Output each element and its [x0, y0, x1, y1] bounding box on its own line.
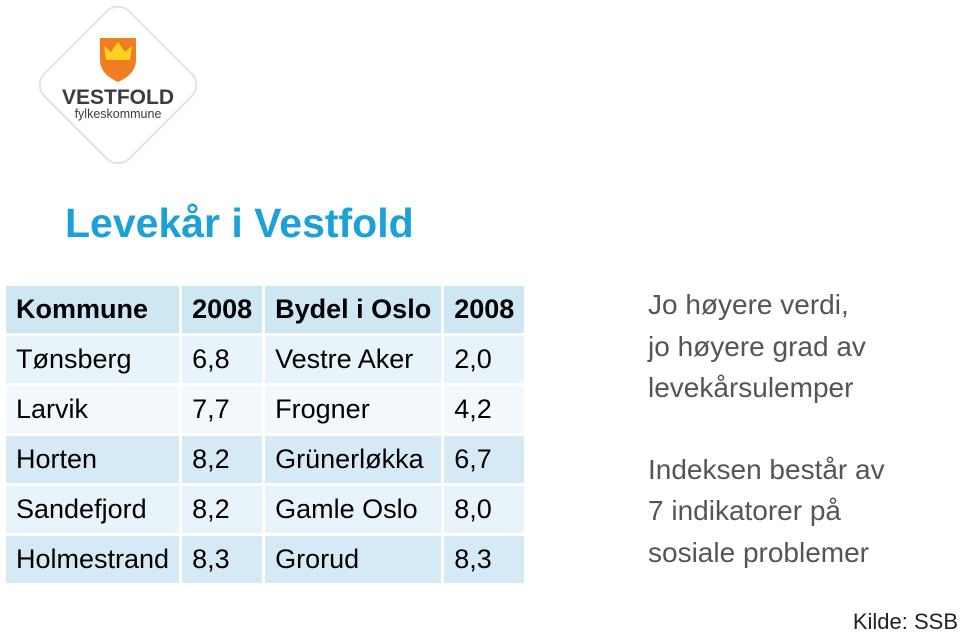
- notes: Jo høyere verdi, jo høyere grad av levekår…: [648, 284, 885, 613]
- note-line: levekårsulemper: [648, 372, 854, 403]
- table-cell: 8,2: [182, 436, 263, 483]
- table-cell: Horten: [6, 436, 180, 483]
- note-line: sosiale problemer: [648, 536, 869, 568]
- logo: VESTFOLD fylkeskommune: [38, 5, 198, 165]
- note-line: jo høyere grad av: [648, 330, 866, 362]
- slide-title: Levekår i Vestfold: [65, 200, 414, 246]
- table-cell: 8,3: [182, 536, 263, 583]
- header-cell: 2008: [182, 286, 263, 333]
- table-cell: Sandefjord: [6, 486, 180, 533]
- table-row: Sandefjord 8,2 Gamle Oslo 8,0: [6, 486, 525, 533]
- note-line: 7 indikatorer på: [648, 495, 842, 526]
- table-row: Holmestrand 8,3 Grorud 8,3: [6, 536, 525, 583]
- header-cell: 2008: [444, 286, 525, 333]
- table-cell: Frogner: [265, 386, 442, 433]
- table-cell: Gamle Oslo: [265, 486, 442, 533]
- table-cell: 8,3: [444, 536, 525, 583]
- table-cell: 8,2: [182, 486, 263, 533]
- logo-frame: [38, 5, 198, 165]
- note: Indeksen består av 7 indikatorer på sosial…: [648, 449, 885, 574]
- note-line: Jo høyere verdi,: [648, 289, 849, 320]
- table-cell: 8,0: [444, 486, 525, 533]
- table-cell: 2,0: [444, 336, 525, 383]
- table-cell: Grünerløkka: [265, 436, 442, 483]
- table-cell: Grorud: [265, 536, 442, 583]
- table-cell: Larvik: [6, 386, 180, 433]
- logo-subtitle: fylkeskommune: [75, 107, 162, 121]
- table-cell: Tønsberg: [6, 336, 180, 383]
- table-row: Larvik 7,7 Frogner 4,2: [6, 386, 525, 433]
- source: Kilde: SSB: [852, 609, 958, 634]
- table-cell: 6,7: [444, 436, 525, 483]
- table-cell: 6,8: [182, 336, 263, 383]
- note-line: Indeksen består av: [648, 453, 885, 485]
- logo-name: VESTFOLD: [62, 86, 174, 109]
- table-cell: 4,2: [444, 386, 525, 433]
- table: Kommune 2008 Bydel i Oslo 2008 Tønsberg 6,8 Ve…: [3, 283, 527, 586]
- logo-crown: [104, 42, 132, 60]
- note: Jo høyere verdi, jo høyere grad av levekår…: [648, 284, 885, 409]
- table-row: Horten 8,2 Grünerløkka 6,7: [6, 436, 525, 483]
- table-cell: 7,7: [182, 386, 263, 433]
- table-cell: Vestre Aker: [265, 336, 442, 383]
- table-row: Tønsberg 6,8 Vestre Aker 2,0: [6, 336, 525, 383]
- header-cell: Bydel i Oslo: [265, 286, 442, 333]
- table-cell: Holmestrand: [6, 536, 180, 583]
- header-row: Kommune 2008 Bydel i Oslo 2008: [6, 286, 525, 333]
- header-cell: Kommune: [6, 286, 180, 333]
